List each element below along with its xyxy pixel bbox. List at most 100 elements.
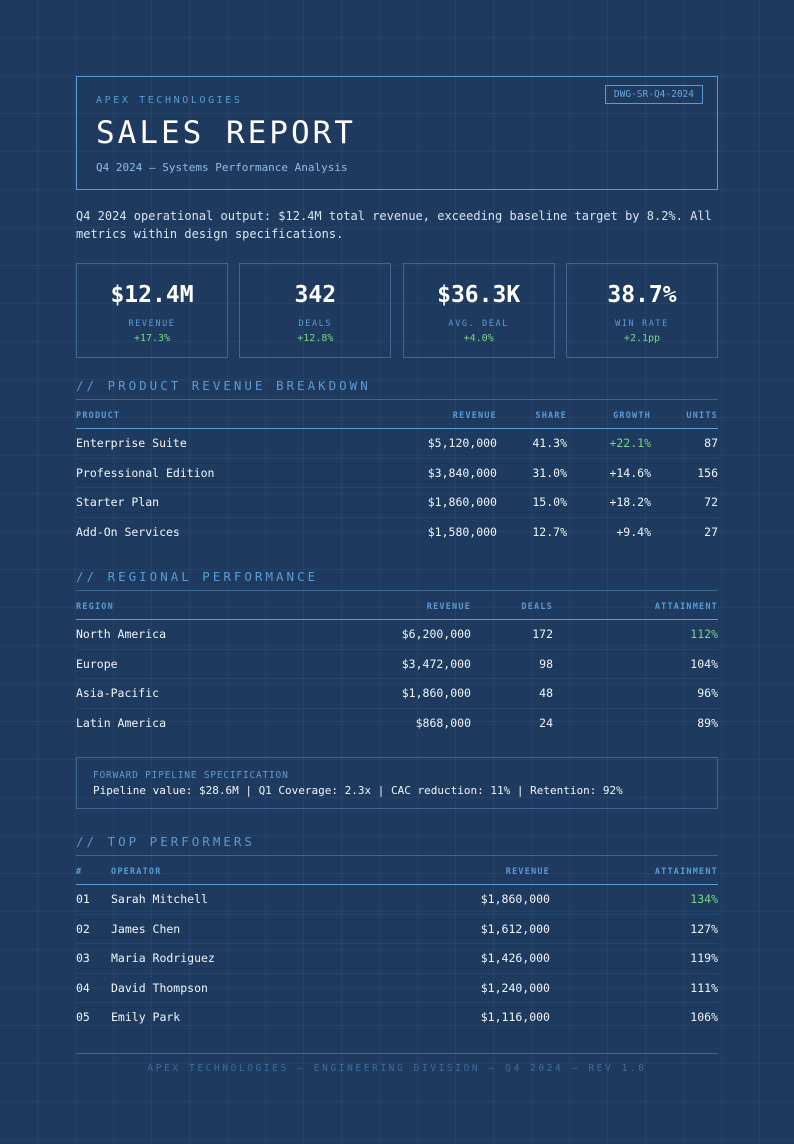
product-name: Enterprise Suite (76, 428, 377, 459)
kpi-label: REVENUE (128, 319, 176, 329)
performer-attainment: 106% (690, 1010, 718, 1025)
region-deals: 172 (471, 619, 553, 650)
product-revenue: $5,120,000 (377, 428, 497, 459)
column-header-rank: # (76, 856, 111, 885)
column-header-attainment: ATTAINMENT (550, 856, 718, 885)
product-share: 15.0% (497, 487, 567, 518)
kpi-delta: +4.0% (463, 333, 494, 344)
kpi-card-avg-deal: $36.3K AVG. DEAL +4.0% (402, 263, 555, 358)
kpi-value: $36.3K (437, 282, 521, 308)
performer-rank: 05 (76, 1010, 90, 1025)
product-revenue: $3,840,000 (377, 458, 497, 488)
performer-name: David Thompson (111, 973, 430, 1003)
region-deals: 98 (471, 649, 553, 679)
region-revenue: $3,472,000 (351, 649, 471, 679)
region-attainment: 89% (697, 715, 718, 730)
table-row: 03 Maria Rodriguez $1,426,000 119% (76, 943, 718, 974)
performer-revenue: $1,116,000 (480, 1010, 550, 1025)
region-name: Asia-Pacific (76, 678, 351, 709)
executive-summary: Q4 2024 operational output: $12.4M total… (76, 209, 712, 241)
kpi-label: DEALS (298, 319, 333, 329)
pipeline-label: FORWARD PIPELINE SPECIFICATION (93, 770, 289, 781)
product-name: Professional Edition (76, 458, 377, 488)
performer-revenue: $1,240,000 (430, 973, 550, 1003)
product-name: Starter Plan (76, 487, 377, 518)
company-name: APEX TECHNOLOGIES (96, 95, 243, 106)
table-header-row: # OPERATOR REVENUE ATTAINMENT (76, 856, 718, 885)
product-growth: +22.1% (567, 428, 651, 459)
kpi-value: 342 (294, 282, 337, 308)
column-header-growth: GROWTH (567, 400, 651, 429)
column-header-product: PRODUCT (76, 400, 377, 429)
kpi-label: AVG. DEAL (448, 319, 509, 329)
performer-name: Maria Rodriguez (111, 943, 430, 974)
column-header-share: SHARE (497, 400, 567, 429)
region-name: Latin America (76, 715, 167, 730)
kpi-delta: +2.1pp (623, 333, 661, 344)
report-page: APEX TECHNOLOGIES SALES REPORT Q4 2024 —… (76, 76, 718, 1074)
page-subtitle: Q4 2024 — Systems Performance Analysis (96, 161, 348, 174)
section-title-regions: // REGIONAL PERFORMANCE (76, 569, 718, 591)
performer-rank: 01 (76, 884, 111, 915)
table-row: Starter Plan $1,860,000 15.0% +18.2% 72 (76, 487, 718, 518)
kpi-value: 38.7% (607, 282, 677, 308)
table-row: 05 Emily Park $1,116,000 106% (76, 1003, 718, 1032)
product-units: 87 (651, 428, 718, 459)
performer-revenue: $1,612,000 (430, 914, 550, 944)
table-row: Professional Edition $3,840,000 31.0% +1… (76, 458, 718, 488)
performer-attainment: 134% (550, 884, 718, 915)
region-attainment: 104% (553, 649, 718, 679)
performer-name: Emily Park (111, 1010, 181, 1025)
performer-attainment: 111% (550, 973, 718, 1003)
column-header-operator: OPERATOR (111, 856, 430, 885)
performers-table: # OPERATOR REVENUE ATTAINMENT 01 Sarah M… (76, 856, 718, 1032)
page-title: SALES REPORT (96, 115, 356, 151)
product-name: Add-On Services (76, 524, 180, 539)
performer-revenue: $1,860,000 (430, 884, 550, 915)
region-deals: 24 (539, 715, 553, 730)
performer-name: Sarah Mitchell (111, 884, 430, 915)
table-row: Latin America $868,000 24 89% (76, 708, 718, 737)
product-share: 31.0% (497, 458, 567, 488)
product-growth: +14.6% (567, 458, 651, 488)
performer-attainment: 127% (550, 914, 718, 944)
column-header-units: UNITS (651, 400, 718, 429)
region-attainment: 112% (553, 619, 718, 650)
table-row: 04 David Thompson $1,240,000 111% (76, 973, 718, 1003)
title-block: APEX TECHNOLOGIES SALES REPORT Q4 2024 —… (76, 76, 718, 190)
product-revenue: $1,860,000 (377, 487, 497, 518)
table-row: North America $6,200,000 172 112% (76, 619, 718, 650)
table-row: Enterprise Suite $5,120,000 41.3% +22.1%… (76, 428, 718, 459)
page-footer: APEX TECHNOLOGIES — ENGINEERING DIVISION… (76, 1052, 718, 1074)
kpi-card-revenue: $12.4M REVENUE +17.3% (76, 263, 228, 358)
column-header-revenue: REVENUE (430, 856, 550, 885)
kpi-card-win-rate: 38.7% WIN RATE +2.1pp (565, 263, 718, 358)
product-growth: +9.4% (616, 524, 651, 539)
kpi-value: $12.4M (110, 282, 194, 308)
table-header-row: PRODUCT REVENUE SHARE GROWTH UNITS (76, 400, 718, 429)
product-growth: +18.2% (567, 487, 651, 518)
table-row: Add-On Services $1,580,000 12.7% +9.4% 2… (76, 517, 718, 546)
column-header-revenue: REVENUE (351, 591, 471, 620)
column-header-region: REGION (76, 591, 351, 620)
performer-rank: 04 (76, 973, 111, 1003)
kpi-label: WIN RATE (615, 319, 669, 329)
performer-attainment: 119% (550, 943, 718, 974)
performer-rank: 03 (76, 943, 111, 974)
kpi-delta: +17.3% (133, 333, 171, 344)
region-attainment: 96% (553, 678, 718, 709)
region-revenue: $1,860,000 (351, 678, 471, 709)
kpi-card-deals: 342 DEALS +12.8% (239, 263, 392, 358)
product-share: 12.7% (532, 524, 567, 539)
pipeline-text: Pipeline value: $28.6M | Q1 Coverage: 2.… (93, 784, 623, 797)
product-units: 27 (704, 524, 718, 539)
table-row: 02 James Chen $1,612,000 127% (76, 914, 718, 944)
region-table: REGION REVENUE DEALS ATTAINMENT North Am… (76, 591, 718, 737)
product-units: 156 (651, 458, 718, 488)
section-title-products: // PRODUCT REVENUE BREAKDOWN (76, 378, 718, 400)
section-title-performers: // TOP PERFORMERS (76, 834, 718, 856)
product-share: 41.3% (497, 428, 567, 459)
kpi-row: $12.4M REVENUE +17.3% 342 DEALS +12.8% $… (76, 263, 718, 358)
region-revenue: $868,000 (415, 715, 471, 730)
drawing-id-badge: DWG-SR-Q4-2024 (604, 85, 703, 104)
